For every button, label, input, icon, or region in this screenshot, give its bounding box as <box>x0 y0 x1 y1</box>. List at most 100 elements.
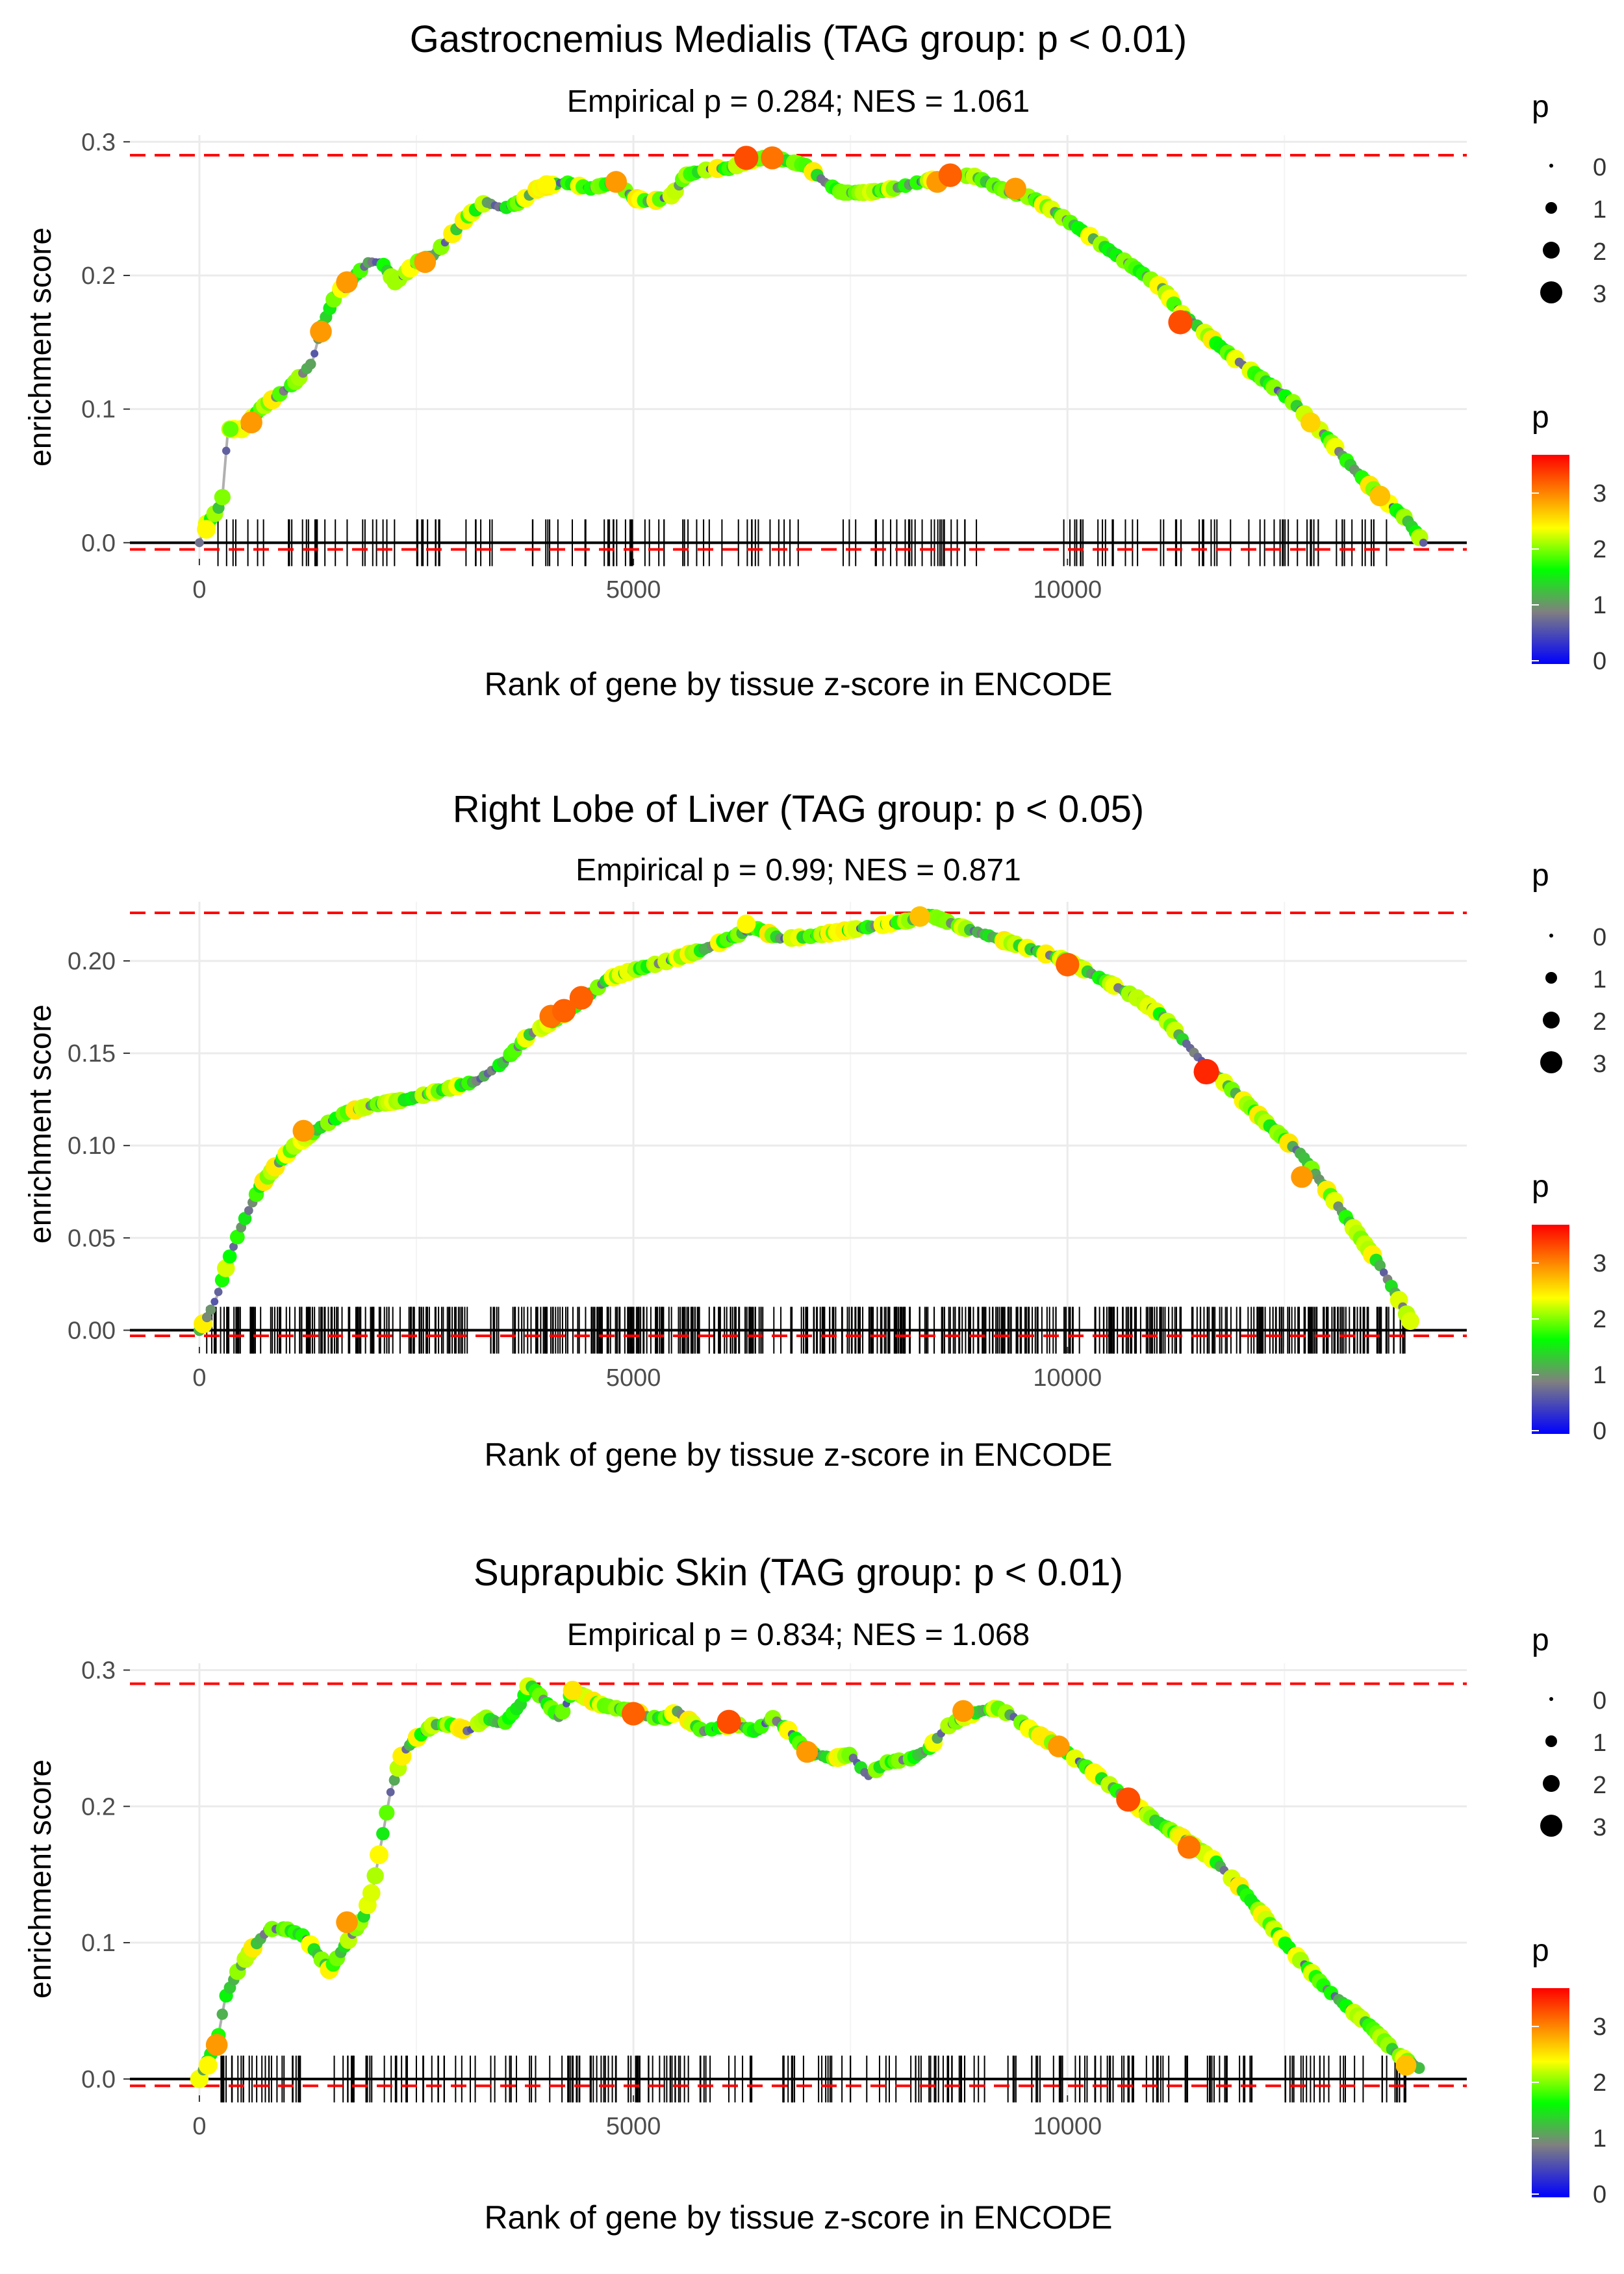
panel-gastrocnemius: Gastrocnemius Medialis (TAG group: p < 0… <box>23 18 1606 702</box>
es-point <box>1419 539 1428 547</box>
es-point-highlight <box>563 1680 583 1700</box>
y-tick-label: 0.3 <box>81 1657 116 1684</box>
size-key-label-3: 3 <box>1593 1051 1606 1078</box>
enrichment-curve <box>197 156 1425 544</box>
y-tick-label: 0.3 <box>81 129 116 156</box>
x-tick-label: 10000 <box>1033 1364 1102 1392</box>
es-point-highlight <box>1300 412 1321 433</box>
es-point <box>216 2008 228 2020</box>
colorbar-label-3: 3 <box>1593 480 1606 507</box>
size-key-label-2: 2 <box>1593 1008 1606 1036</box>
x-tick-label: 10000 <box>1033 576 1102 604</box>
colorbar-label-1: 1 <box>1593 1362 1606 1389</box>
es-point <box>362 1884 381 1902</box>
es-point-highlight <box>1177 1835 1201 1859</box>
es-point <box>205 1304 216 1315</box>
y-tick-label: 0.1 <box>81 396 116 424</box>
x-tick-label: 5000 <box>606 2113 661 2140</box>
es-point-highlight <box>1193 1058 1219 1085</box>
panel-liver: Right Lobe of Liver (TAG group: p < 0.05… <box>23 788 1606 1473</box>
es-point-highlight <box>198 2056 218 2075</box>
es-point-highlight <box>717 1709 741 1734</box>
colorbar-label-0: 0 <box>1593 2181 1606 2208</box>
es-point-highlight <box>1056 952 1080 977</box>
es-point-highlight <box>336 1911 358 1934</box>
es-point-highlight <box>414 251 437 274</box>
y-tick-labels: 0.0 0.1 0.2 0.3 <box>81 1657 130 2093</box>
enrichment-points <box>195 146 1428 548</box>
es-point-highlight <box>310 320 332 343</box>
color-legend: p 0 1 2 3 <box>1532 1169 1606 1445</box>
x-tick-label: 10000 <box>1033 2113 1102 2140</box>
es-point-highlight <box>734 146 759 170</box>
colorbar-label-1: 1 <box>1593 2125 1606 2153</box>
color-legend: p 0 1 2 3 <box>1532 1934 1606 2208</box>
colorbar-label-2: 2 <box>1593 1306 1606 1333</box>
size-key-label-1: 1 <box>1593 1730 1606 1757</box>
colorbar <box>1532 1225 1569 1434</box>
size-key-3 <box>1540 1051 1562 1073</box>
y-tick-label: 0.00 <box>68 1317 116 1344</box>
es-point <box>388 1774 400 1786</box>
x-tick-label: 0 <box>192 2113 206 2140</box>
es-point <box>244 1206 253 1216</box>
x-tick-label: 5000 <box>606 576 661 604</box>
es-point <box>370 1845 389 1865</box>
es-point <box>201 1312 212 1323</box>
threshold-lines <box>130 912 1467 1337</box>
x-tick-label: 0 <box>192 1364 206 1392</box>
size-key-2 <box>1543 1775 1560 1792</box>
es-point <box>214 489 231 505</box>
size-legend-title: p <box>1532 90 1549 124</box>
es-point-highlight <box>737 914 756 934</box>
size-key-0 <box>1549 164 1553 168</box>
y-tick-label: 0.0 <box>81 530 116 557</box>
es-point-highlight <box>569 986 594 1010</box>
colorbar-label-0: 0 <box>1593 1418 1606 1445</box>
size-key-label-3: 3 <box>1593 1814 1606 1841</box>
es-point-highlight <box>1395 2054 1417 2076</box>
enrichment-points <box>190 1677 1425 2089</box>
es-point-highlight <box>537 175 556 194</box>
es-point-highlight <box>909 906 930 927</box>
x-axis-label: Rank of gene by tissue z-score in ENCODE <box>484 2199 1112 2236</box>
y-axis-label: enrichment score <box>23 1004 58 1244</box>
panel-subtitle: Empirical p = 0.284; NES = 1.061 <box>567 84 1030 119</box>
es-point-highlight <box>796 1741 818 1763</box>
es-point-highlight <box>1116 1787 1141 1812</box>
es-point <box>1401 1312 1419 1331</box>
color-legend: p 0 1 2 3 <box>1532 400 1606 675</box>
x-tick-label: 5000 <box>606 1364 661 1392</box>
colorbar-label-2: 2 <box>1593 536 1606 563</box>
size-key-label-0: 0 <box>1593 1687 1606 1715</box>
es-point-highlight <box>552 999 576 1023</box>
panel-title: Suprapubic Skin (TAG group: p < 0.01) <box>474 1552 1123 1594</box>
es-line <box>197 156 1425 544</box>
es-point-highlight <box>292 1119 315 1142</box>
y-tick-label: 0.10 <box>68 1132 116 1160</box>
x-axis-label: Rank of gene by tissue z-score in ENCODE <box>484 666 1112 702</box>
size-key-0 <box>1549 934 1553 938</box>
size-key-0 <box>1549 1697 1553 1701</box>
colorbar-label-1: 1 <box>1593 592 1606 619</box>
size-key-label-0: 0 <box>1593 154 1606 181</box>
panel-title: Gastrocnemius Medialis (TAG group: p < 0… <box>410 18 1187 60</box>
size-key-label-2: 2 <box>1593 1772 1606 1799</box>
size-legend: p 0 1 2 3 <box>1532 90 1606 308</box>
es-point-highlight <box>197 520 216 539</box>
colorbar-label-3: 3 <box>1593 2013 1606 2041</box>
es-point <box>1374 1260 1386 1271</box>
colorbar <box>1532 455 1569 664</box>
colorbar-label-2: 2 <box>1593 2069 1606 2097</box>
es-point <box>379 1804 395 1821</box>
colorbar-label-3: 3 <box>1593 1250 1606 1277</box>
size-key-3 <box>1540 281 1562 303</box>
size-key-label-3: 3 <box>1593 281 1606 308</box>
es-point <box>222 1249 237 1264</box>
es-point-highlight <box>952 1700 974 1722</box>
threshold-lines <box>130 153 1467 551</box>
es-point <box>305 359 316 370</box>
es-point-highlight <box>1004 177 1026 200</box>
colorbar-label-0: 0 <box>1593 648 1606 675</box>
